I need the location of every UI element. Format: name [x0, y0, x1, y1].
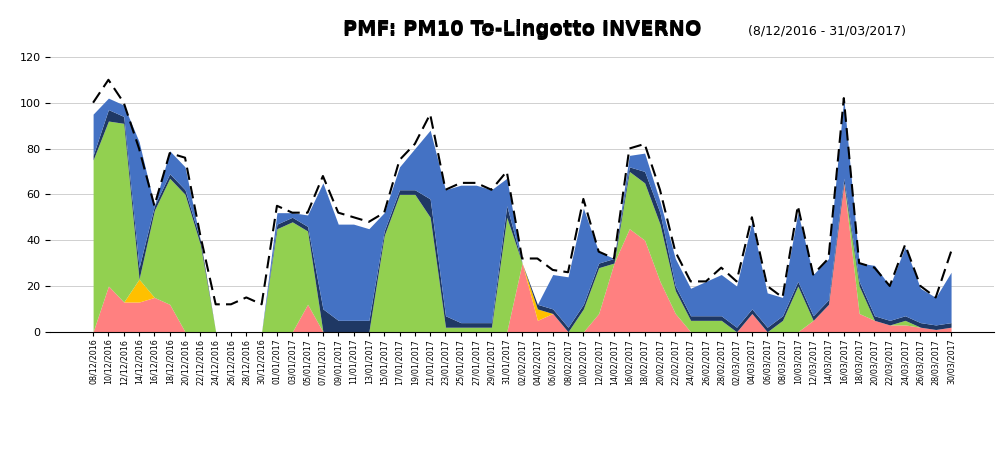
- Text: PMF: PM10 To-Lingotto INVERNO: PMF: PM10 To-Lingotto INVERNO: [342, 21, 701, 40]
- Text: (8/12/2016 - 31/03/2017): (8/12/2016 - 31/03/2017): [743, 25, 905, 37]
- Text: PMF: PM10 To-Lingotto INVERNO (8/12/2016 - 31/03/2017): PMF: PM10 To-Lingotto INVERNO (8/12/2016…: [481, 30, 522, 32]
- Text: PMF: PM10 To-Lingotto INVERNO: PMF: PM10 To-Lingotto INVERNO: [342, 18, 701, 37]
